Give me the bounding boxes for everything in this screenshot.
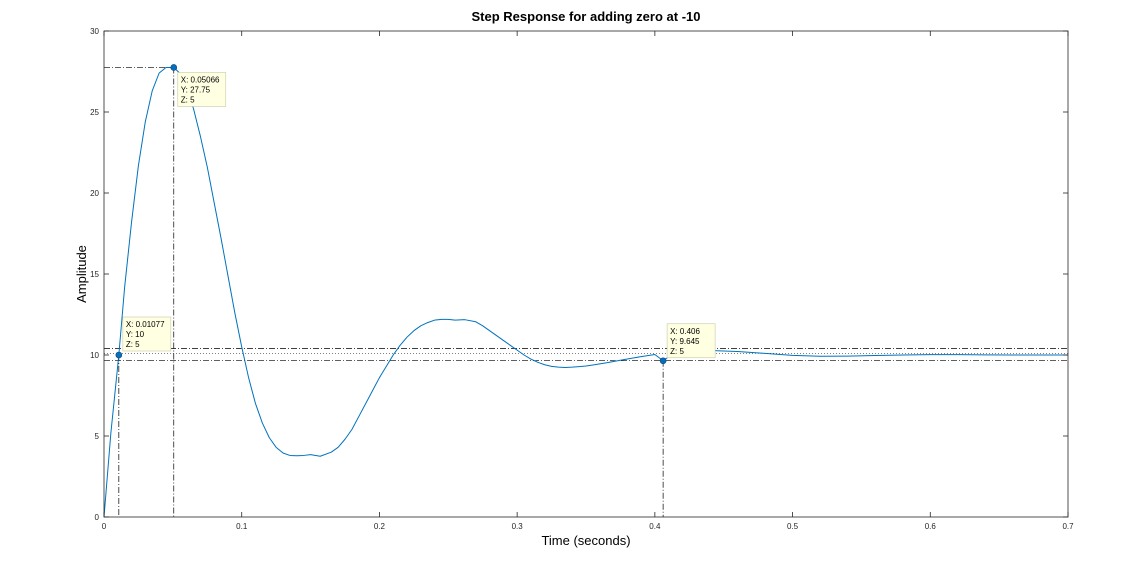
y-tick-label: 5 (95, 432, 100, 441)
plot-area (104, 31, 1068, 517)
x-tick-label: 0.1 (236, 522, 248, 531)
data-tip-text: Z: 5 (181, 95, 195, 104)
data-tip-text: X: 0.01077 (126, 320, 165, 329)
data-tip-text: Y: 9.645 (670, 337, 700, 346)
data-tip-text: Z: 5 (670, 347, 684, 356)
x-axis: 0 0.1 0.2 0.3 0.4 0.5 0.6 0.7 (102, 31, 1074, 531)
x-tick-label: 0 (102, 522, 107, 531)
chart-title: Step Response for adding zero at -10 (472, 9, 701, 24)
data-tip-marker[interactable] (659, 357, 667, 365)
data-tip-marker[interactable] (115, 351, 123, 359)
y-axis: 0 5 10 15 20 25 30 (90, 27, 1068, 522)
reference-lines (104, 67, 1068, 517)
x-tick-label: 0.2 (374, 522, 386, 531)
x-tick-label: 0.4 (649, 522, 661, 531)
y-tick-label: 20 (90, 189, 99, 198)
y-tick-label: 10 (90, 351, 99, 360)
x-tick-label: 0.3 (512, 522, 524, 531)
x-axis-title: Time (seconds) (541, 533, 630, 548)
x-tick-label: 0.5 (787, 522, 799, 531)
data-tip-text: X: 0.406 (670, 327, 700, 336)
x-tick-label: 0.6 (925, 522, 937, 531)
y-axis-title: Amplitude (74, 245, 89, 303)
data-tip-text: X: 0.05066 (181, 75, 220, 84)
data-tip-box[interactable] (122, 316, 172, 352)
y-tick-label: 30 (90, 27, 99, 36)
x-tick-label: 0.7 (1062, 522, 1074, 531)
data-tip-text: Y: 27.75 (181, 85, 211, 94)
y-tick-label: 0 (95, 513, 100, 522)
data-tip-marker[interactable] (170, 64, 178, 71)
y-tick-label: 15 (90, 270, 99, 279)
data-tip-text: Z: 5 (126, 340, 140, 349)
data-tip-box[interactable] (177, 72, 227, 107)
y-tick-label: 25 (90, 108, 99, 117)
data-tip-box[interactable] (666, 323, 716, 359)
data-tip-text: Y: 10 (126, 330, 145, 339)
